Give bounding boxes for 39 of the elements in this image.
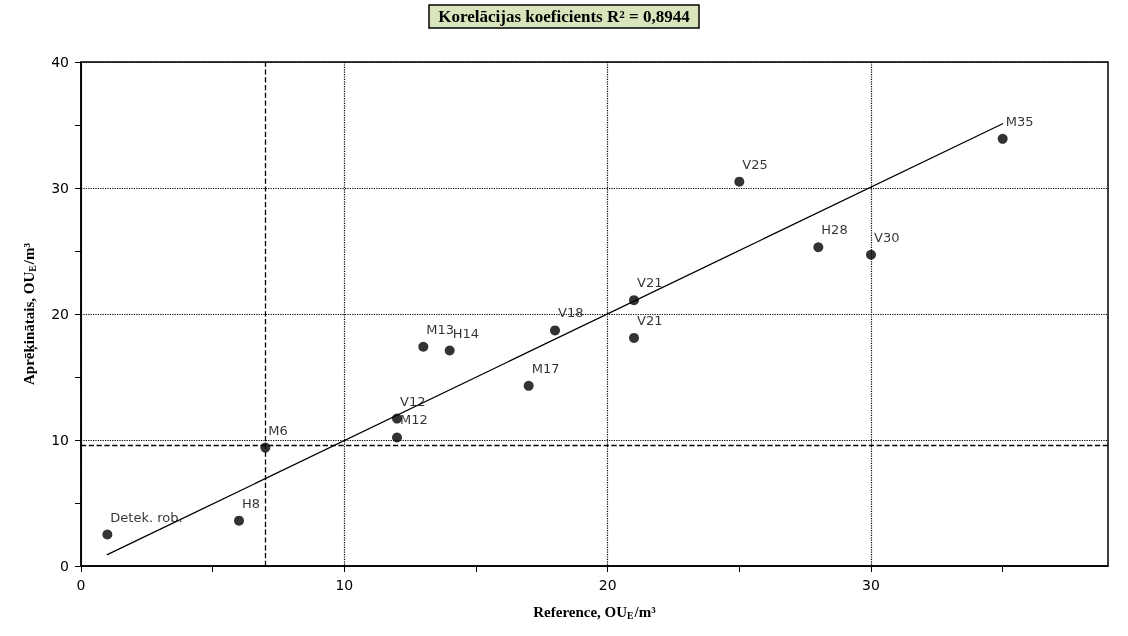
annotation: H14 <box>452 325 479 341</box>
point <box>813 242 824 253</box>
y-tick-label: 40 <box>51 54 69 70</box>
point <box>444 345 455 356</box>
point <box>392 413 402 424</box>
point <box>523 380 534 391</box>
y-tick-label: 20 <box>51 306 69 322</box>
annotation: M13 <box>426 321 455 337</box>
y-tick-label: 0 <box>60 558 69 574</box>
annotation: V18 <box>558 305 584 321</box>
y-axis-title: Aprēķinātais, OUE/m³ <box>21 242 38 385</box>
x-tick-label: 30 <box>862 577 880 593</box>
point <box>629 295 639 306</box>
x-tick-label: 20 <box>598 577 617 593</box>
annotation: V25 <box>742 156 768 172</box>
point <box>392 432 402 443</box>
x-tick-label: 0 <box>76 577 86 593</box>
point <box>997 133 1008 144</box>
annotation: H28 <box>821 222 848 238</box>
annotation: Detek. rob. <box>110 509 183 525</box>
annotation: M12 <box>400 412 428 428</box>
point <box>418 341 429 352</box>
annotation: V12 <box>400 393 426 409</box>
annotation: V30 <box>874 229 900 245</box>
annotation: M17 <box>531 360 560 376</box>
point <box>102 529 113 540</box>
point <box>734 176 745 187</box>
point <box>234 515 244 526</box>
y-tick-label: 30 <box>51 180 69 196</box>
y-tick-label: 10 <box>51 432 69 448</box>
annotation: M6 <box>268 422 288 438</box>
annotation: V21 <box>637 275 663 291</box>
x-tick-label: 10 <box>335 577 354 593</box>
annotation: V21 <box>637 312 663 328</box>
point <box>629 332 639 343</box>
annotation: M35 <box>1005 113 1034 129</box>
point <box>550 325 560 336</box>
annotation: H8 <box>242 495 261 511</box>
point <box>866 249 876 260</box>
